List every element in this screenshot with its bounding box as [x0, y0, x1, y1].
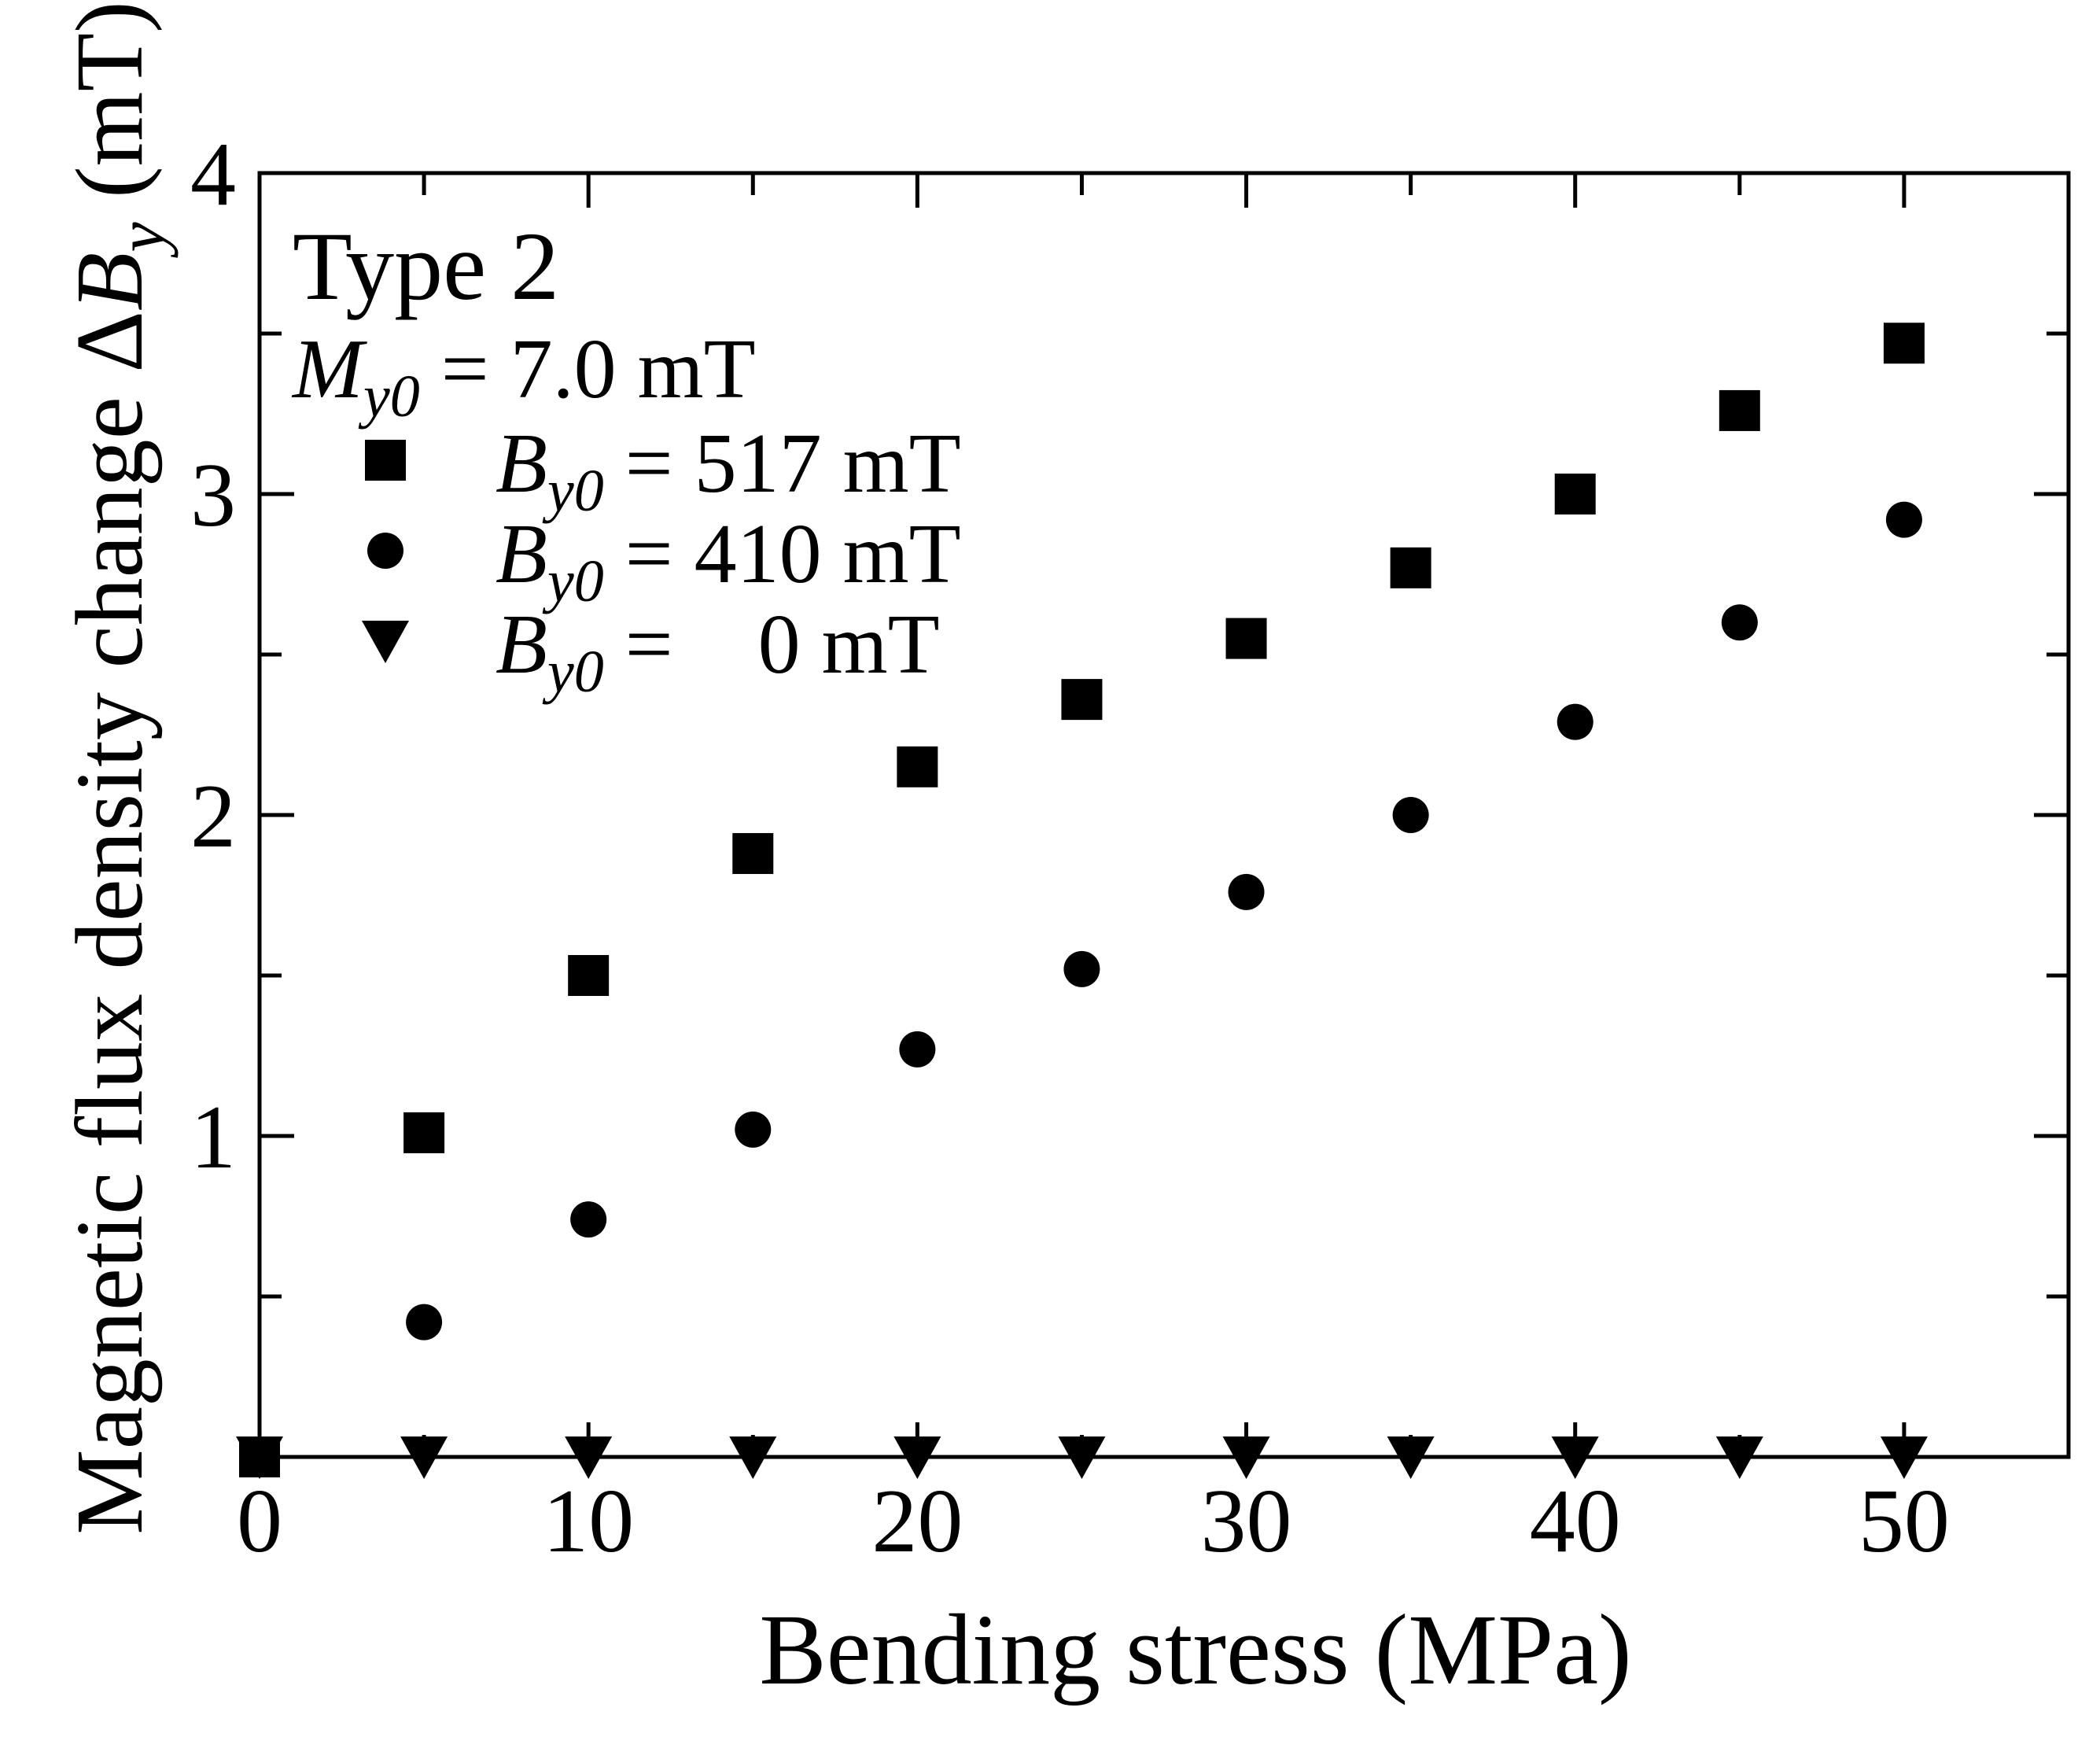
x-tick-label: 30	[1201, 1471, 1292, 1572]
data-point-circle	[1557, 703, 1593, 740]
x-tick-label: 20	[871, 1471, 963, 1572]
data-point-square	[1061, 679, 1103, 721]
y-tick-label: 2	[190, 766, 236, 867]
legend-marker-circle	[367, 533, 403, 569]
legend-label: By0 = 0 mT	[496, 598, 940, 705]
data-point-circle	[1228, 873, 1265, 910]
data-point-triangle-down	[1222, 1436, 1270, 1479]
legend-marker-square	[365, 440, 406, 481]
data-point-triangle-down	[729, 1436, 777, 1479]
data-point-circle	[406, 1304, 443, 1341]
data-point-triangle-down	[1387, 1436, 1435, 1479]
legend-label: By0 = 410 mT	[496, 507, 961, 614]
data-point-circle	[1885, 501, 1922, 538]
data-point-square	[1390, 547, 1431, 588]
y-tick-label: 3	[190, 445, 236, 546]
data-point-square	[1719, 389, 1760, 431]
data-point-square	[1554, 474, 1596, 514]
data-point-square	[1883, 323, 1925, 364]
x-tick-label: 50	[1859, 1471, 1950, 1572]
data-point-circle	[1721, 604, 1758, 641]
data-point-triangle-down	[893, 1436, 941, 1479]
data-point-triangle-down	[1880, 1436, 1928, 1479]
data-point-square	[239, 1436, 280, 1477]
data-point-circle	[1063, 950, 1100, 987]
y-axis-label: Magnetic flux density change ΔBy (mT)	[57, 1, 179, 1534]
annotation-param: My0 = 7.0 mT	[291, 323, 756, 430]
data-point-square	[403, 1112, 445, 1153]
data-point-circle	[1392, 797, 1429, 833]
x-tick-label: 40	[1530, 1471, 1621, 1572]
data-point-triangle-down	[565, 1436, 613, 1479]
data-point-circle	[735, 1111, 772, 1148]
y-tick-label: 4	[190, 124, 236, 225]
data-point-circle	[899, 1031, 936, 1068]
x-tick-label: 0	[237, 1471, 282, 1572]
data-point-triangle-down	[1715, 1436, 1763, 1479]
data-point-square	[897, 746, 938, 787]
legend-label: By0 = 517 mT	[496, 417, 961, 524]
data-point-square	[732, 832, 774, 874]
data-point-triangle-down	[1551, 1436, 1599, 1479]
data-point-triangle-down	[400, 1436, 448, 1479]
data-point-triangle-down	[1058, 1436, 1106, 1479]
legend-marker-triangle-down	[362, 621, 409, 663]
annotation-title: Type 2	[293, 212, 559, 320]
x-tick-label: 10	[543, 1471, 634, 1572]
data-point-square	[568, 955, 610, 996]
y-tick-label: 1	[190, 1087, 236, 1188]
data-point-circle	[570, 1201, 607, 1238]
data-point-square	[1225, 618, 1267, 659]
x-axis-label: Bending stress (MPa)	[759, 1594, 1631, 1706]
